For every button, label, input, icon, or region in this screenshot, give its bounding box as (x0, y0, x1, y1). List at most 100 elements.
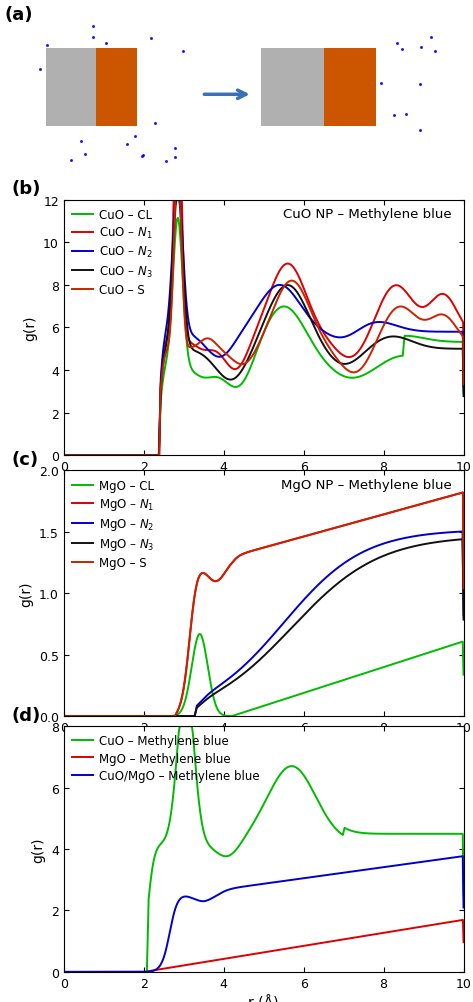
CuO – $N_1$ (376, 304, 382, 316)
MgO – Methylene blue (255, 947, 261, 959)
CuO – Methylene blue (449, 828, 455, 840)
CuO – $N_2$ (81, 450, 87, 462)
CuO – $N_1$ (61, 450, 67, 462)
CuO – S (449, 317, 455, 329)
MgO – $N_1$ (461, 583, 466, 595)
CuO – $N_1$ (461, 370, 466, 382)
MgO – CL (449, 639, 455, 651)
MgO – Methylene blue (61, 966, 67, 978)
MgO – Methylene blue (81, 966, 87, 978)
X-axis label: r (Å): r (Å) (248, 739, 279, 755)
MgO – $N_2$ (376, 540, 381, 552)
CuO – Methylene blue (61, 966, 67, 978)
MgO – S (449, 490, 455, 502)
MgO – $N_3$ (245, 664, 250, 676)
CuO – Methylene blue (245, 827, 251, 839)
Line: CuO/MgO – Methylene blue: CuO/MgO – Methylene blue (64, 857, 464, 972)
CuO – CL (376, 361, 382, 373)
Line: CuO – $N_3$: CuO – $N_3$ (64, 200, 464, 456)
CuO – S (81, 450, 87, 462)
CuO/MgO – Methylene blue (449, 852, 455, 864)
Line: CuO – S: CuO – S (64, 200, 464, 456)
CuO – Methylene blue (449, 828, 455, 840)
MgO – $N_2$ (81, 710, 87, 722)
MgO – $N_1$ (449, 490, 455, 502)
MgO – Methylene blue (449, 916, 455, 928)
CuO – CL (449, 337, 455, 349)
CuO – S (61, 450, 67, 462)
Line: MgO – $N_1$: MgO – $N_1$ (64, 493, 464, 716)
MgO – S (449, 490, 455, 502)
Text: (b): (b) (12, 180, 41, 197)
Bar (46, 49, 121, 126)
Line: CuO – $N_1$: CuO – $N_1$ (64, 179, 464, 456)
Legend: MgO – CL, MgO – $N_1$, MgO – $N_2$, MgO – $N_3$, MgO – S: MgO – CL, MgO – $N_1$, MgO – $N_2$, MgO … (70, 477, 157, 572)
CuO – $N_3$ (461, 391, 466, 403)
MgO – S (61, 710, 67, 722)
CuO – $N_1$ (172, 173, 177, 185)
MgO – $N_1$ (376, 510, 381, 522)
MgO – $N_2$ (61, 710, 67, 722)
CuO/MgO – Methylene blue (255, 879, 261, 891)
Text: (d): (d) (12, 706, 41, 724)
Line: MgO – $N_2$: MgO – $N_2$ (64, 532, 464, 716)
MgO – $N_1$ (61, 710, 67, 722)
CuO – S (245, 356, 251, 368)
CuO – $N_2$ (61, 450, 67, 462)
MgO – CL (449, 639, 455, 651)
Legend: CuO – CL, CuO – $N_1$, CuO – $N_2$, CuO – $N_3$, CuO – S: CuO – CL, CuO – $N_1$, CuO – $N_2$, CuO … (70, 206, 155, 299)
MgO – CL (61, 710, 67, 722)
CuO – $N_2$ (449, 327, 455, 339)
CuO – $N_2$ (376, 317, 382, 329)
MgO – S (376, 510, 381, 522)
CuO – CL (461, 387, 466, 399)
MgO – $N_3$ (255, 655, 261, 667)
MgO – $N_2$ (460, 526, 465, 538)
X-axis label: r (Å): r (Å) (248, 995, 279, 1002)
MgO – S (81, 710, 87, 722)
CuO – $N_3$ (174, 194, 180, 206)
CuO – $N_2$ (255, 301, 261, 313)
MgO – CL (245, 705, 251, 717)
CuO – $N_3$ (61, 450, 67, 462)
Y-axis label: g(r): g(r) (19, 581, 34, 606)
CuO – $N_3$ (449, 344, 455, 356)
MgO – $N_3$ (449, 535, 455, 547)
MgO – CL (197, 628, 202, 640)
MgO – CL (81, 710, 87, 722)
Legend: CuO – Methylene blue, MgO – Methylene blue, CuO/MgO – Methylene blue: CuO – Methylene blue, MgO – Methylene bl… (70, 732, 262, 785)
Line: MgO – $N_3$: MgO – $N_3$ (64, 540, 464, 716)
CuO – $N_2$ (245, 317, 251, 329)
MgO – $N_1$ (460, 487, 466, 499)
Y-axis label: g(r): g(r) (31, 837, 45, 862)
Line: CuO – Methylene blue: CuO – Methylene blue (64, 726, 464, 972)
CuO/MgO – Methylene blue (461, 902, 466, 914)
CuO – Methylene blue (255, 809, 261, 821)
CuO – S (173, 194, 178, 206)
CuO/MgO – Methylene blue (449, 852, 455, 864)
Y-axis label: g(r): g(r) (24, 316, 37, 341)
Bar (261, 49, 355, 126)
MgO – $N_2$ (449, 527, 455, 539)
MgO – Methylene blue (449, 916, 455, 928)
Line: CuO – $N_2$: CuO – $N_2$ (64, 200, 464, 456)
MgO – $N_1$ (81, 710, 87, 722)
MgO – CL (376, 663, 382, 675)
MgO – S (461, 583, 466, 595)
CuO/MgO – Methylene blue (460, 851, 465, 863)
MgO – $N_2$ (255, 646, 261, 658)
Text: (c): (c) (12, 451, 39, 469)
CuO/MgO – Methylene blue (61, 966, 67, 978)
CuO – S (449, 317, 455, 329)
CuO – $N_1$ (449, 297, 455, 309)
CuO – Methylene blue (177, 720, 183, 732)
MgO – $N_2$ (461, 610, 466, 622)
CuO/MgO – Methylene blue (245, 880, 250, 892)
CuO – $N_3$ (376, 336, 382, 348)
CuO – $N_2$ (173, 194, 179, 206)
MgO – $N_1$ (255, 543, 261, 555)
MgO – $N_3$ (460, 534, 465, 546)
MgO – $N_3$ (61, 710, 67, 722)
MgO – $N_3$ (81, 710, 87, 722)
CuO – CL (81, 450, 87, 462)
